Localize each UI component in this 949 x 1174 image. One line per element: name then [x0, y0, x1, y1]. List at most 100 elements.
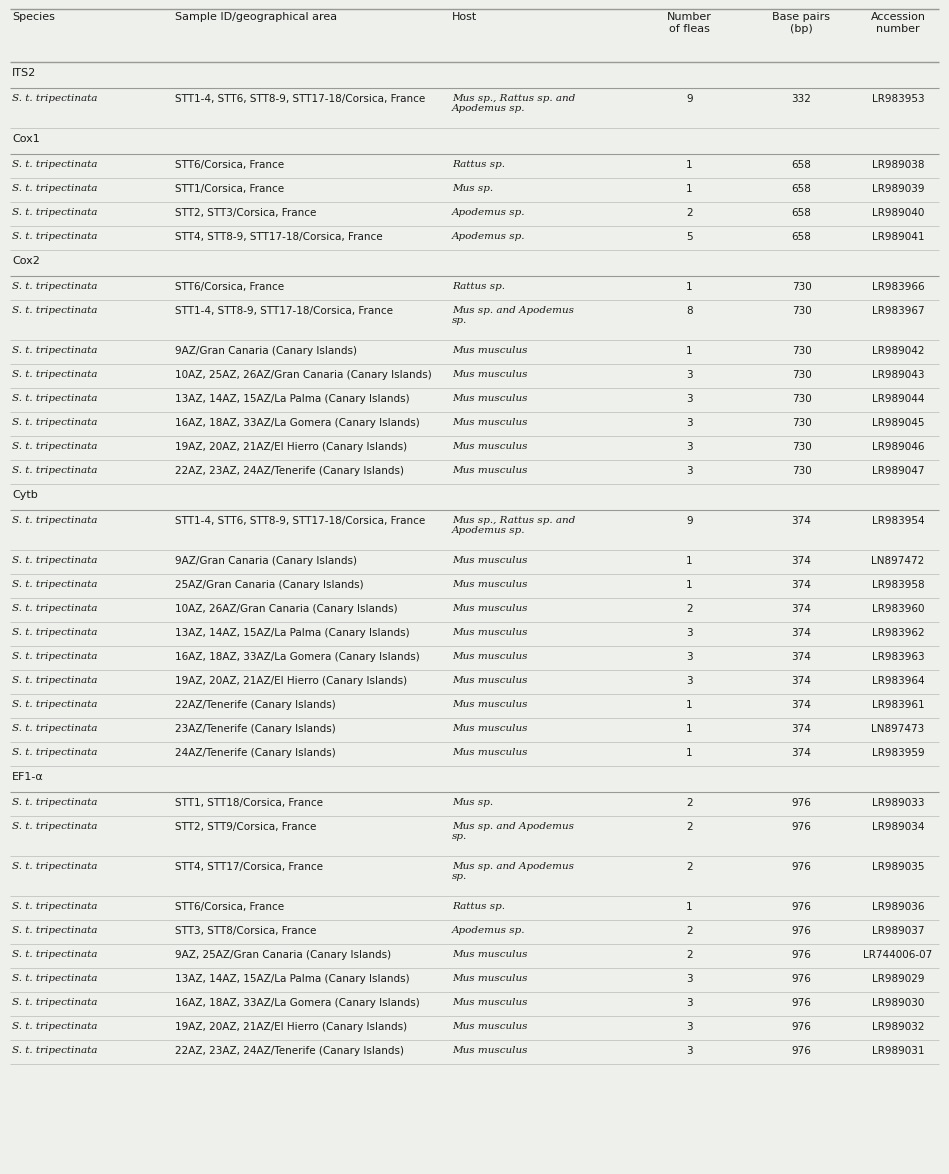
- Text: S. t. tripectinata: S. t. tripectinata: [12, 862, 98, 871]
- Text: LR983964: LR983964: [872, 676, 924, 686]
- Text: 374: 374: [791, 700, 811, 710]
- Text: S. t. tripectinata: S. t. tripectinata: [12, 724, 98, 733]
- Text: 3: 3: [686, 676, 693, 686]
- Text: LR983953: LR983953: [872, 94, 924, 104]
- Text: 2: 2: [686, 822, 693, 832]
- Text: S. t. tripectinata: S. t. tripectinata: [12, 1023, 98, 1031]
- Text: LR989029: LR989029: [872, 974, 924, 984]
- Text: LR989042: LR989042: [872, 346, 924, 356]
- Text: Mus musculus: Mus musculus: [452, 394, 528, 403]
- Text: 730: 730: [791, 441, 811, 452]
- Text: 3: 3: [686, 370, 693, 380]
- Text: 1: 1: [686, 184, 693, 194]
- Text: 19AZ, 20AZ, 21AZ/El Hierro (Canary Islands): 19AZ, 20AZ, 21AZ/El Hierro (Canary Islan…: [175, 1023, 407, 1032]
- Text: S. t. tripectinata: S. t. tripectinata: [12, 184, 98, 193]
- Text: S. t. tripectinata: S. t. tripectinata: [12, 418, 98, 427]
- Text: 2: 2: [686, 603, 693, 614]
- Text: LR989037: LR989037: [872, 926, 924, 936]
- Text: LR989041: LR989041: [872, 232, 924, 242]
- Text: Apodemus sp.: Apodemus sp.: [452, 208, 526, 217]
- Text: Species: Species: [12, 12, 55, 22]
- Text: Base pairs
(bp): Base pairs (bp): [772, 12, 830, 34]
- Text: 374: 374: [791, 580, 811, 591]
- Text: 1: 1: [686, 160, 693, 170]
- Text: 976: 976: [791, 902, 811, 912]
- Text: Mus musculus: Mus musculus: [452, 1023, 528, 1031]
- Text: S. t. tripectinata: S. t. tripectinata: [12, 160, 98, 169]
- Text: 658: 658: [791, 184, 811, 194]
- Text: 2: 2: [686, 798, 693, 808]
- Text: 13AZ, 14AZ, 15AZ/La Palma (Canary Islands): 13AZ, 14AZ, 15AZ/La Palma (Canary Island…: [175, 974, 410, 984]
- Text: Apodemus sp.: Apodemus sp.: [452, 232, 526, 241]
- Text: 3: 3: [686, 466, 693, 475]
- Text: STT2, STT9/Corsica, France: STT2, STT9/Corsica, France: [175, 822, 316, 832]
- Text: 2: 2: [686, 950, 693, 960]
- Text: S. t. tripectinata: S. t. tripectinata: [12, 370, 98, 379]
- Text: 1: 1: [686, 346, 693, 356]
- Text: Cox2: Cox2: [12, 256, 40, 266]
- Text: 730: 730: [791, 370, 811, 380]
- Text: Mus musculus: Mus musculus: [452, 724, 528, 733]
- Text: EF1-α: EF1-α: [12, 772, 44, 782]
- Text: 1: 1: [686, 556, 693, 566]
- Text: 374: 374: [791, 724, 811, 734]
- Text: LR989040: LR989040: [872, 208, 924, 218]
- Text: Mus musculus: Mus musculus: [452, 998, 528, 1007]
- Text: S. t. tripectinata: S. t. tripectinata: [12, 798, 98, 807]
- Text: LR989034: LR989034: [872, 822, 924, 832]
- Text: Cytb: Cytb: [12, 490, 38, 500]
- Text: LR983958: LR983958: [872, 580, 924, 591]
- Text: LR983967: LR983967: [872, 306, 924, 316]
- Text: 3: 3: [686, 998, 693, 1008]
- Text: 374: 374: [791, 748, 811, 758]
- Text: LR989036: LR989036: [872, 902, 924, 912]
- Text: S. t. tripectinata: S. t. tripectinata: [12, 676, 98, 684]
- Text: Mus musculus: Mus musculus: [452, 628, 528, 637]
- Text: 13AZ, 14AZ, 15AZ/La Palma (Canary Islands): 13AZ, 14AZ, 15AZ/La Palma (Canary Island…: [175, 628, 410, 637]
- Text: Apodemus sp.: Apodemus sp.: [452, 926, 526, 935]
- Text: 730: 730: [791, 466, 811, 475]
- Text: 22AZ, 23AZ, 24AZ/Tenerife (Canary Islands): 22AZ, 23AZ, 24AZ/Tenerife (Canary Island…: [175, 466, 404, 475]
- Text: LR983966: LR983966: [872, 282, 924, 292]
- Text: 9AZ, 25AZ/Gran Canaria (Canary Islands): 9AZ, 25AZ/Gran Canaria (Canary Islands): [175, 950, 391, 960]
- Text: STT4, STT8-9, STT17-18/Corsica, France: STT4, STT8-9, STT17-18/Corsica, France: [175, 232, 382, 242]
- Text: 3: 3: [686, 441, 693, 452]
- Text: 976: 976: [791, 1023, 811, 1032]
- Text: S. t. tripectinata: S. t. tripectinata: [12, 652, 98, 661]
- Text: LR983959: LR983959: [872, 748, 924, 758]
- Text: 374: 374: [791, 676, 811, 686]
- Text: 19AZ, 20AZ, 21AZ/El Hierro (Canary Islands): 19AZ, 20AZ, 21AZ/El Hierro (Canary Islan…: [175, 676, 407, 686]
- Text: S. t. tripectinata: S. t. tripectinata: [12, 580, 98, 589]
- Text: 1: 1: [686, 902, 693, 912]
- Text: 3: 3: [686, 652, 693, 662]
- Text: Mus sp., Rattus sp. and
Apodemus sp.: Mus sp., Rattus sp. and Apodemus sp.: [452, 517, 575, 535]
- Text: Mus musculus: Mus musculus: [452, 441, 528, 451]
- Text: Accession
number: Accession number: [870, 12, 925, 34]
- Text: 976: 976: [791, 822, 811, 832]
- Text: 13AZ, 14AZ, 15AZ/La Palma (Canary Islands): 13AZ, 14AZ, 15AZ/La Palma (Canary Island…: [175, 394, 410, 404]
- Text: 976: 976: [791, 974, 811, 984]
- Text: 16AZ, 18AZ, 33AZ/La Gomera (Canary Islands): 16AZ, 18AZ, 33AZ/La Gomera (Canary Islan…: [175, 998, 419, 1008]
- Text: S. t. tripectinata: S. t. tripectinata: [12, 822, 98, 831]
- Text: Mus musculus: Mus musculus: [452, 418, 528, 427]
- Text: STT4, STT17/Corsica, France: STT4, STT17/Corsica, France: [175, 862, 323, 872]
- Text: 8: 8: [686, 306, 693, 316]
- Text: S. t. tripectinata: S. t. tripectinata: [12, 700, 98, 709]
- Text: LR989045: LR989045: [872, 418, 924, 429]
- Text: Rattus sp.: Rattus sp.: [452, 282, 505, 291]
- Text: LR989032: LR989032: [872, 1023, 924, 1032]
- Text: 3: 3: [686, 394, 693, 404]
- Text: S. t. tripectinata: S. t. tripectinata: [12, 517, 98, 525]
- Text: 10AZ, 25AZ, 26AZ/Gran Canaria (Canary Islands): 10AZ, 25AZ, 26AZ/Gran Canaria (Canary Is…: [175, 370, 432, 380]
- Text: 9: 9: [686, 94, 693, 104]
- Text: 3: 3: [686, 628, 693, 637]
- Text: STT1/Corsica, France: STT1/Corsica, France: [175, 184, 284, 194]
- Text: 374: 374: [791, 556, 811, 566]
- Text: LR983954: LR983954: [872, 517, 924, 526]
- Text: LR983961: LR983961: [872, 700, 924, 710]
- Text: S. t. tripectinata: S. t. tripectinata: [12, 950, 98, 959]
- Text: LN897473: LN897473: [871, 724, 924, 734]
- Text: STT1, STT18/Corsica, France: STT1, STT18/Corsica, France: [175, 798, 323, 808]
- Text: S. t. tripectinata: S. t. tripectinata: [12, 974, 98, 983]
- Text: STT1-4, STT6, STT8-9, STT17-18/Corsica, France: STT1-4, STT6, STT8-9, STT17-18/Corsica, …: [175, 517, 425, 526]
